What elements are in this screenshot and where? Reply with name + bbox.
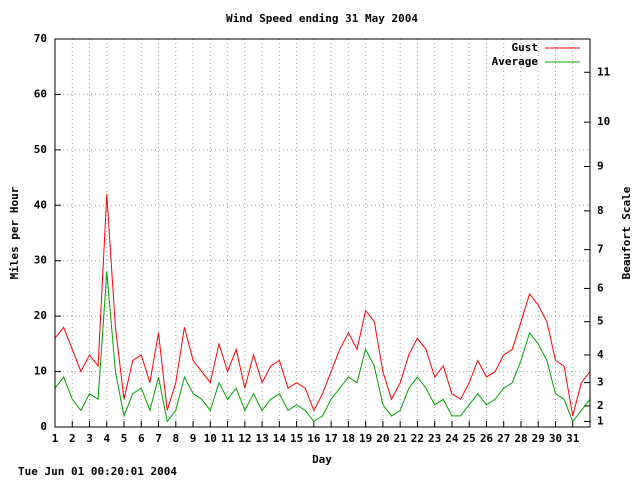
y2-tick-label: 3 <box>597 376 604 389</box>
x-axis-label: Day <box>312 453 332 466</box>
x-tick-label: 17 <box>325 432 338 445</box>
x-tick-label: 5 <box>121 432 128 445</box>
x-tick-label: 1 <box>52 432 59 445</box>
y2-tick-label: 10 <box>597 115 610 128</box>
data-line <box>54 271 591 423</box>
x-tick-label: 14 <box>273 432 287 445</box>
y2-tick-label: 5 <box>597 315 604 328</box>
y2-axis-label: Beaufort Scale <box>620 186 633 279</box>
x-tick-label: 2 <box>69 432 76 445</box>
x-tick-label: 9 <box>190 432 197 445</box>
timestamp: Tue Jun 01 00:20:01 2004 <box>18 465 177 478</box>
x-tick-label: 21 <box>394 432 408 445</box>
x-tick-label: 25 <box>463 432 476 445</box>
y-axis-label: Miles per Hour <box>8 186 21 279</box>
x-tick-label: 23 <box>428 432 441 445</box>
x-tick-label: 27 <box>497 432 510 445</box>
y-tick-label: 70 <box>34 32 47 45</box>
x-tick-label: 22 <box>411 432 424 445</box>
y2-tick-label: 1 <box>597 414 604 427</box>
data-line <box>54 194 591 417</box>
y-tick-label: 0 <box>40 420 47 433</box>
y-tick-label: 20 <box>34 309 47 322</box>
y2-tick-label: 11 <box>597 65 611 78</box>
x-tick-label: 6 <box>138 432 145 445</box>
y-tick-label: 40 <box>34 198 47 211</box>
y2-tick-label: 8 <box>597 204 604 217</box>
legend-label: Average <box>492 55 539 68</box>
x-tick-label: 24 <box>445 432 459 445</box>
x-tick-label: 7 <box>155 432 162 445</box>
y2-tick-label: 7 <box>597 243 604 256</box>
x-tick-label: 26 <box>480 432 494 445</box>
x-tick-label: 13 <box>255 432 268 445</box>
x-tick-label: 18 <box>342 432 355 445</box>
x-tick-label: 15 <box>290 432 303 445</box>
x-tick-label: 31 <box>566 432 580 445</box>
y-tick-label: 30 <box>34 254 47 267</box>
y-tick-label: 50 <box>34 143 47 156</box>
x-tick-label: 20 <box>376 432 389 445</box>
x-tick-label: 30 <box>549 432 562 445</box>
y2-tick-label: 2 <box>597 399 604 412</box>
x-tick-label: 11 <box>221 432 235 445</box>
x-tick-label: 8 <box>172 432 179 445</box>
y2-tick-label: 4 <box>597 348 604 361</box>
x-tick-label: 28 <box>514 432 527 445</box>
x-tick-label: 16 <box>307 432 321 445</box>
x-tick-label: 4 <box>103 432 110 445</box>
y-tick-label: 10 <box>34 365 47 378</box>
y2-tick-label: 9 <box>597 159 604 172</box>
x-tick-label: 19 <box>359 432 372 445</box>
x-tick-label: 3 <box>86 432 93 445</box>
x-tick-label: 12 <box>238 432 251 445</box>
legend-label: Gust <box>512 41 539 54</box>
x-tick-label: 29 <box>532 432 545 445</box>
x-tick-label: 10 <box>204 432 217 445</box>
y-tick-label: 60 <box>34 87 47 100</box>
chart-title: Wind Speed ending 31 May 2004 <box>226 12 418 25</box>
plot-border <box>54 38 591 428</box>
y2-tick-label: 6 <box>597 281 604 294</box>
